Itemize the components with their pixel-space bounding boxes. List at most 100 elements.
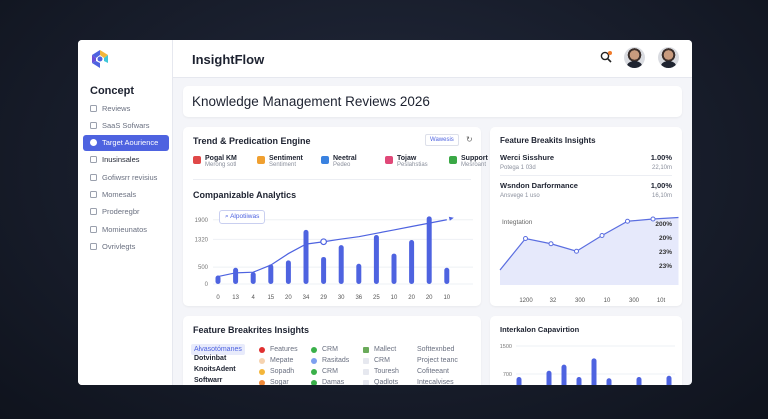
kpi-name: Tojaw	[397, 155, 417, 162]
legend-item: Qadlots	[363, 379, 398, 385]
sidebar-item-label: Proderegbr	[102, 207, 140, 217]
bar	[250, 272, 256, 284]
lock-icon	[90, 156, 97, 164]
card-title: Trend & Predication Engine	[193, 136, 311, 146]
legend-label: Touresh	[374, 368, 399, 375]
sidebar-item[interactable]: Gofiwsrr revisius	[83, 169, 169, 185]
sidebar-item[interactable]: Proderegbr	[83, 204, 169, 220]
chart-title: Integtation	[502, 219, 533, 226]
feature-row: Werci Sisshure 1.00% Potega 1 03d 22,10m	[500, 153, 672, 176]
clock-icon	[90, 208, 97, 216]
bar	[561, 364, 567, 385]
sidebar-item[interactable]: Ovrivlegts	[83, 238, 169, 254]
legend-item: Features	[259, 346, 298, 353]
data-point	[650, 216, 656, 222]
search-icon[interactable]	[600, 51, 612, 63]
legend-dot	[259, 379, 265, 385]
capacity-chart: 1003007001500	[500, 344, 675, 385]
avatar[interactable]	[624, 47, 645, 68]
sidebar-item-label: Ovrivlegts	[102, 241, 136, 251]
analytics-chart: 0 500 1320 1900 0 13 4 15 20 34 29 30 36 25 10 20 20 10	[195, 216, 473, 301]
y-tick-label: 200%	[655, 221, 672, 228]
grid-icon	[90, 242, 97, 250]
view-button[interactable]: Wawesis	[425, 134, 459, 146]
bar	[285, 260, 291, 284]
data-point	[574, 248, 579, 254]
sidebar-item[interactable]: Momesals	[83, 187, 169, 203]
y-tick-label: 1320	[195, 237, 209, 243]
y-tick-label: 20%	[659, 235, 672, 242]
data-point	[320, 238, 328, 246]
bar	[233, 267, 239, 284]
page-title: Knowledge Management Reviews 2026	[192, 94, 430, 109]
card-title: Interkalon Capavirtion	[500, 325, 580, 334]
sidebar-item[interactable]: Target Aourience	[83, 134, 169, 151]
kpi-item: Sentiment Sentiment	[257, 155, 303, 168]
x-tick-label: 4	[252, 295, 256, 301]
feature-sub: Ansvege 1 uso	[500, 193, 540, 199]
legend-note: Project teanc	[417, 357, 458, 364]
y-tick-label: 700	[503, 372, 512, 378]
kpi-icon	[193, 156, 201, 164]
capacity-card: Interkalon Capavirtion 1003007001500	[490, 316, 682, 385]
x-tick-label: 1200	[519, 298, 533, 304]
kpi-name: Neetral	[333, 155, 357, 162]
chart-tooltip: ⌕ Alpotiiwas	[219, 210, 266, 224]
sidebar-item-label: Target Aourience	[102, 138, 159, 148]
legend-label: Mallect	[374, 346, 397, 353]
sidebar-item[interactable]: Reviews	[83, 100, 169, 116]
kpi-item: Tojaw Peslahstias	[385, 155, 428, 168]
sidebar-item[interactable]: SaaS Sofwars	[83, 117, 169, 133]
kpi-icon	[385, 156, 393, 164]
legend-label: CRM	[322, 368, 338, 375]
breakdown-category[interactable]: Softwarr	[194, 377, 223, 384]
bar	[338, 245, 344, 284]
bar	[391, 253, 397, 284]
bar	[444, 267, 450, 284]
breakdown-category[interactable]: Dotvinbat	[194, 355, 227, 362]
sidebar-item-label: SaaS Sofwars	[102, 120, 150, 130]
x-tick-label: 36	[355, 295, 362, 301]
box-icon	[90, 173, 97, 181]
legend-dot	[363, 368, 369, 375]
area-fill	[500, 217, 679, 285]
legend-label: Qadlots	[374, 379, 399, 385]
feature-sub: Potega 1 03d	[500, 165, 536, 171]
breakdown-card: Feature Breakrites Insights Ałvasotómane…	[183, 316, 481, 385]
legend-label: Sogar	[270, 379, 289, 385]
sidebar-item[interactable]: Momieunatos	[83, 221, 169, 237]
bar	[576, 377, 582, 385]
legend-label: Sopadh	[270, 368, 295, 375]
tooltip-text: Alpotiiwas	[230, 213, 260, 220]
kpi-sub: Mesroant	[461, 162, 487, 168]
sidebar-item-label: Gofiwsrr revisius	[102, 172, 158, 182]
refresh-icon[interactable]: ↻	[466, 135, 473, 144]
y-tick-label: 0	[205, 282, 209, 288]
bar	[215, 275, 221, 284]
legend-dot	[311, 346, 317, 353]
x-tick-label: 32	[550, 298, 557, 304]
data-point	[548, 241, 554, 247]
feature-name: Wsndon Darformance	[500, 181, 578, 190]
legend-item: Touresh	[363, 368, 399, 375]
legend-item: Mallect	[363, 346, 396, 353]
kpi-name: Pogal KM	[205, 155, 237, 162]
breakdown-category[interactable]: KnoitsAdent	[194, 366, 236, 373]
avatar[interactable]	[658, 47, 679, 68]
bar	[636, 377, 642, 385]
x-tick-label: 29	[320, 295, 327, 301]
kpi-sub: Sentiment	[269, 162, 297, 168]
bar	[268, 264, 274, 284]
kpi-sub: Merong sotl	[205, 162, 237, 168]
legend-item: Rasitads	[311, 357, 349, 364]
x-tick-label: 300	[575, 298, 586, 304]
kpi-icon	[321, 156, 329, 164]
sidebar-item[interactable]: Inusinsales	[83, 152, 169, 168]
breakdown-category[interactable]: Ałvasotómanes	[191, 344, 245, 355]
mail-icon	[90, 225, 97, 233]
data-point	[599, 233, 605, 238]
trend-card: Trend & Predication Engine Wawesis ↻ Pog…	[183, 127, 488, 306]
x-tick-label: 10	[391, 295, 398, 301]
feature-sub-value: 22,10m	[651, 165, 672, 171]
app-title: InsightFlow	[192, 52, 265, 67]
